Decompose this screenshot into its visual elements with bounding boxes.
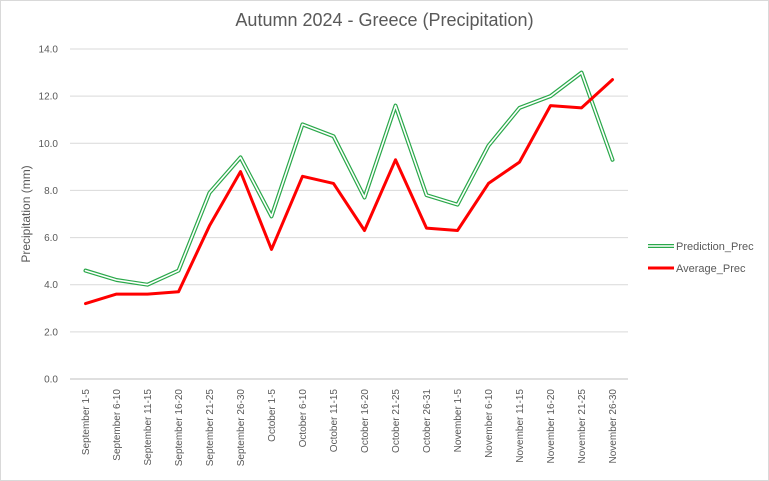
x-tick-label: November 21-25 <box>577 389 588 464</box>
y-tick-label: 0.0 <box>44 375 58 386</box>
series-line-prediction-inner <box>84 71 614 286</box>
y-tick-label: 12.0 <box>39 92 59 103</box>
x-tick-label: October 11-15 <box>329 389 340 453</box>
y-tick-label: 6.0 <box>44 233 58 244</box>
y-tick-label: 2.0 <box>44 327 58 338</box>
chart-title: Autumn 2024 - Greece (Precipitation) <box>235 10 534 30</box>
x-tick-label: October 1-5 <box>267 389 278 442</box>
x-tick-label: November 6-10 <box>484 389 495 458</box>
y-tick-label: 8.0 <box>44 186 58 197</box>
legend-label: Prediction_Prec <box>676 241 754 253</box>
x-tick-label: September 6-10 <box>112 389 123 461</box>
y-tick-label: 4.0 <box>44 280 58 291</box>
y-tick-label: 14.0 <box>39 45 59 56</box>
x-tick-label: September 16-20 <box>174 389 185 467</box>
x-tick-label: September 21-25 <box>205 389 216 467</box>
x-tick-label: October 16-20 <box>360 389 371 453</box>
x-tick-label: October 26-31 <box>422 389 433 453</box>
x-tick-label: October 21-25 <box>391 389 402 453</box>
x-tick-label: September 11-15 <box>143 389 154 466</box>
x-tick-label: October 6-10 <box>298 389 309 448</box>
y-tick-label: 10.0 <box>39 139 59 150</box>
x-tick-label: November 16-20 <box>546 389 557 464</box>
x-tick-label: September 26-30 <box>236 389 247 467</box>
x-tick-label: November 1-5 <box>453 389 464 453</box>
y-axis-title: Precipitation (mm) <box>19 165 33 262</box>
x-tick-label: November 11-15 <box>515 389 526 463</box>
legend-label: Average_Prec <box>676 263 746 275</box>
x-tick-label: November 26-30 <box>608 389 619 464</box>
series-line-prediction <box>83 70 615 287</box>
x-tick-label: September 1-5 <box>81 389 92 456</box>
series-line-average <box>84 78 614 306</box>
